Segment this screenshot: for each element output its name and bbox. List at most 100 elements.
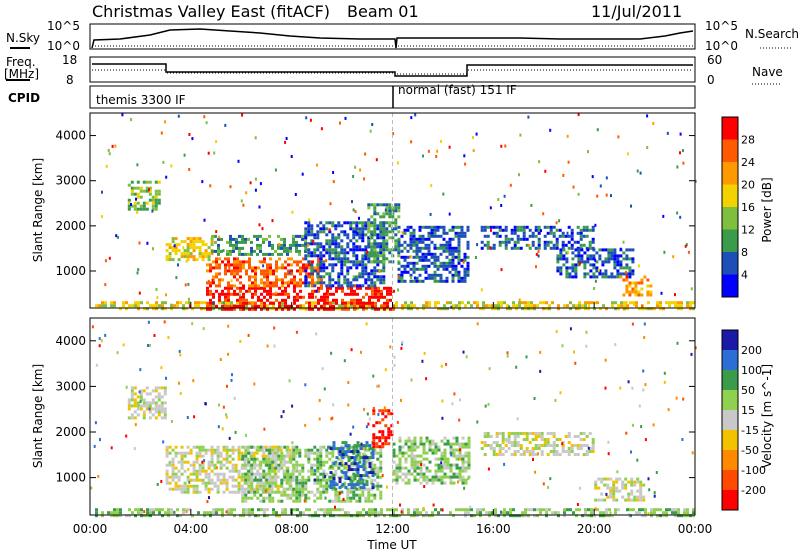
power-cell [295, 249, 298, 253]
power-cell [644, 307, 647, 311]
velocity-cell [265, 448, 269, 452]
velocity-cell [605, 514, 608, 518]
power-cell [344, 307, 347, 311]
velocity-cell [546, 453, 550, 456]
power-cell [433, 255, 437, 259]
power-cell [152, 307, 155, 311]
power-cell [366, 250, 369, 254]
velocity-cell [216, 487, 220, 491]
power-cell [295, 234, 298, 238]
velocity-cell [174, 445, 178, 449]
velocity-cell [237, 484, 241, 488]
velocity-cell [662, 514, 665, 518]
power-colorbar-tick-label: 4 [741, 269, 748, 282]
velocity-cell [497, 514, 500, 518]
power-cell [275, 260, 278, 264]
velocity-cell [298, 454, 302, 458]
power-cell [130, 180, 134, 184]
velocity-cell [373, 478, 377, 482]
power-cell [649, 290, 653, 294]
velocity-cell [253, 493, 257, 497]
velocity-cell [307, 478, 311, 482]
power-cell [242, 295, 245, 299]
power-cell [687, 250, 690, 254]
power-cell [168, 243, 172, 247]
velocity-cell [371, 474, 375, 478]
power-cell [410, 301, 413, 305]
power-cell [576, 240, 580, 244]
power-cell [195, 246, 199, 250]
power-cell [248, 260, 251, 264]
power-cell [352, 251, 356, 255]
power-cell [218, 298, 221, 302]
power-cell [394, 224, 398, 228]
power-cell [501, 240, 505, 244]
velocity-cell [584, 511, 587, 515]
power-cell [337, 260, 341, 264]
power-cell [522, 231, 526, 235]
power-cell [519, 246, 523, 250]
velocity-cell [362, 465, 366, 469]
velocity-cell [609, 495, 613, 499]
power-colorbar-tick-label: 16 [741, 201, 755, 214]
power-cell [201, 252, 205, 256]
power-cell [164, 307, 167, 311]
power-cell [433, 276, 437, 280]
power-cell [433, 279, 437, 283]
power-cell [415, 279, 419, 283]
power-cell [565, 269, 569, 273]
velocity-cell [203, 511, 206, 515]
velocity-cell [355, 499, 359, 503]
velocity-cell [395, 463, 399, 467]
velocity-cell [459, 398, 461, 402]
velocity-cell [639, 489, 643, 493]
velocity-cell [247, 496, 251, 500]
velocity-cell [440, 439, 444, 443]
power-cell [230, 272, 233, 276]
velocity-cell [365, 444, 369, 448]
power-cell [165, 293, 167, 297]
power-cell [212, 266, 215, 270]
velocity-cell [301, 466, 305, 470]
power-cell [403, 231, 407, 235]
power-cell [283, 246, 286, 250]
velocity-cell [449, 442, 453, 446]
velocity-cell [576, 447, 580, 450]
power-cell [162, 160, 165, 164]
velocity-cell [147, 320, 150, 324]
power-cell [278, 307, 281, 311]
power-cell [385, 242, 389, 246]
power-cell [622, 307, 625, 311]
velocity-cell [594, 498, 598, 502]
power-cell [565, 272, 569, 276]
velocity-cell [350, 468, 354, 472]
power-cell [483, 225, 487, 229]
velocity-cell [160, 366, 163, 370]
power-cell [253, 249, 256, 253]
velocity-cell [203, 514, 206, 518]
power-colorbar-swatch [722, 184, 738, 207]
velocity-cell [498, 447, 502, 450]
velocity-cell [337, 496, 341, 500]
velocity-cell [246, 481, 250, 485]
velocity-cell [407, 481, 411, 485]
velocity-cell [262, 490, 266, 494]
velocity-cell [237, 475, 241, 479]
power-cell [358, 233, 362, 237]
power-cell [577, 254, 581, 258]
velocity-cell [329, 471, 333, 475]
power-cell [244, 240, 247, 244]
power-cell [457, 237, 461, 241]
power-cell [359, 286, 362, 290]
velocity-cell [413, 439, 417, 443]
power-cell [135, 197, 137, 201]
power-cell [463, 234, 467, 238]
velocity-cell [594, 507, 597, 511]
power-cell [281, 266, 284, 270]
power-cell [263, 289, 266, 293]
power-cell [305, 266, 308, 270]
velocity-cell [522, 438, 526, 441]
velocity-cell [364, 463, 368, 467]
power-cell [224, 269, 227, 273]
